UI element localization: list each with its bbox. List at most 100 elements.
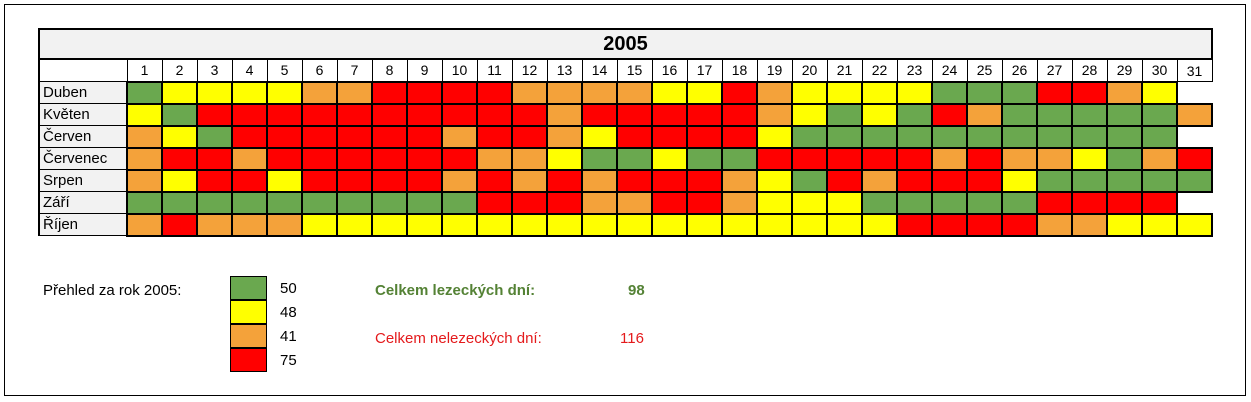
day-cell xyxy=(931,146,968,171)
day-cell xyxy=(966,212,1003,237)
day-cell xyxy=(476,168,513,193)
day-cell xyxy=(511,102,548,127)
day-cell xyxy=(686,80,723,105)
day-header: 19 xyxy=(756,59,793,82)
day-cell xyxy=(756,190,793,215)
day-cell xyxy=(1106,146,1143,171)
day-cell xyxy=(406,190,443,215)
day-cell xyxy=(196,80,233,105)
day-cell xyxy=(1071,124,1108,149)
day-cell xyxy=(931,190,968,215)
day-cell xyxy=(266,124,303,149)
day-cell xyxy=(756,102,793,127)
day-cell xyxy=(1036,190,1073,215)
day-header: 24 xyxy=(931,59,968,82)
day-cell xyxy=(476,190,513,215)
day-cell xyxy=(126,102,163,127)
month-label: Červen xyxy=(38,125,128,148)
day-cell xyxy=(231,80,268,105)
day-header: 18 xyxy=(721,59,758,82)
day-cell xyxy=(896,124,933,149)
day-header: 23 xyxy=(896,59,933,82)
day-cell xyxy=(406,102,443,127)
day-cell xyxy=(1176,146,1213,171)
day-cell xyxy=(616,146,653,171)
month-label: Červenec xyxy=(38,147,128,170)
day-cell xyxy=(231,124,268,149)
day-cell xyxy=(126,190,163,215)
month-label: Květen xyxy=(38,103,128,126)
day-cell xyxy=(301,190,338,215)
day-cell xyxy=(616,168,653,193)
day-cell xyxy=(1141,80,1178,105)
day-cell xyxy=(896,212,933,237)
day-cell xyxy=(686,146,723,171)
day-cell xyxy=(826,102,863,127)
day-cell xyxy=(1106,212,1143,237)
day-header: 16 xyxy=(651,59,688,82)
month-row: Srpen xyxy=(38,168,1213,193)
day-header: 4 xyxy=(231,59,268,82)
day-cell xyxy=(231,102,268,127)
day-cell xyxy=(126,146,163,171)
day-cell xyxy=(1141,190,1178,215)
day-header: 12 xyxy=(511,59,548,82)
day-cell xyxy=(686,168,723,193)
day-header: 10 xyxy=(441,59,478,82)
day-cell xyxy=(546,124,583,149)
day-cell xyxy=(861,146,898,171)
day-cell xyxy=(231,190,268,215)
day-cell xyxy=(581,168,618,193)
day-cell xyxy=(441,146,478,171)
month-row: Říjen xyxy=(38,212,1213,237)
day-header: 21 xyxy=(826,59,863,82)
day-cell xyxy=(441,168,478,193)
day-cell xyxy=(1001,102,1038,127)
day-cell xyxy=(301,80,338,105)
day-cell xyxy=(196,102,233,127)
non-climbing-days-label: Celkem nelezeckých dní: xyxy=(375,330,542,347)
day-cell xyxy=(161,190,198,215)
day-cell xyxy=(1106,168,1143,193)
day-cell xyxy=(336,190,373,215)
non-climbing-days-value: 116 xyxy=(620,330,644,347)
day-header: 14 xyxy=(581,59,618,82)
day-cell xyxy=(476,146,513,171)
day-header: 26 xyxy=(1001,59,1038,82)
day-cell xyxy=(301,168,338,193)
day-cell xyxy=(616,124,653,149)
empty-day-cell xyxy=(1177,82,1212,104)
legend-swatch xyxy=(230,276,267,300)
day-cell xyxy=(336,212,373,237)
day-header: 8 xyxy=(371,59,408,82)
day-cell xyxy=(511,80,548,105)
day-cell xyxy=(791,124,828,149)
day-cell xyxy=(301,102,338,127)
day-cell xyxy=(651,124,688,149)
day-cell xyxy=(406,212,443,237)
day-header: 30 xyxy=(1141,59,1178,82)
day-cell xyxy=(721,102,758,127)
day-cell xyxy=(826,168,863,193)
climbing-days-value: 98 xyxy=(628,282,645,299)
day-cell xyxy=(196,124,233,149)
day-cell xyxy=(1001,146,1038,171)
day-cell xyxy=(441,102,478,127)
legend-count: 41 xyxy=(280,328,297,345)
day-header: 2 xyxy=(161,59,198,82)
day-cell xyxy=(371,190,408,215)
day-cell xyxy=(756,212,793,237)
legend-count: 48 xyxy=(280,304,297,321)
month-row: Červenec xyxy=(38,146,1213,171)
day-cell xyxy=(511,190,548,215)
day-cell xyxy=(686,124,723,149)
day-header: 31 xyxy=(1176,59,1213,82)
day-header: 27 xyxy=(1036,59,1073,82)
day-cell xyxy=(546,102,583,127)
day-cell xyxy=(546,168,583,193)
day-cell xyxy=(161,102,198,127)
day-cell xyxy=(896,146,933,171)
day-cell xyxy=(966,146,1003,171)
day-cell xyxy=(266,212,303,237)
day-cell xyxy=(651,102,688,127)
